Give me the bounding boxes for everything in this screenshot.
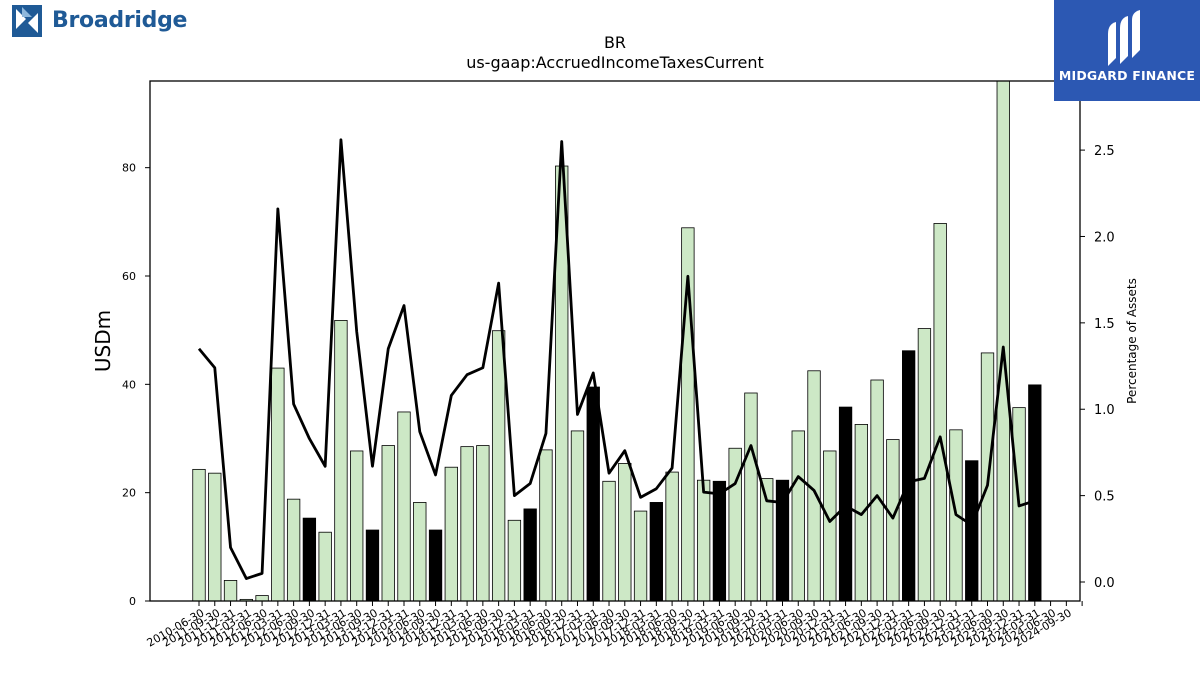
y2-tick-label: 1.5 (1094, 317, 1115, 332)
chart-subtitle: us-gaap:AccruedIncomeTaxesCurrent (466, 53, 764, 72)
bar (1028, 384, 1042, 601)
bar (665, 471, 679, 601)
y2-tick-label: 0.0 (1094, 576, 1115, 591)
y-tick-label: 80 (122, 162, 136, 175)
y2-axis: 0.0 0.5 1.0 1.5 2.0 2.5 (1080, 144, 1115, 591)
plot-frame (149, 80, 1081, 602)
bar (350, 450, 364, 601)
bar (286, 498, 301, 601)
bar (255, 595, 269, 601)
bar (933, 223, 947, 601)
bar (381, 445, 395, 601)
y2-axis-label: Percentage of Assets (1125, 278, 1139, 404)
bar (823, 450, 837, 601)
bar (744, 392, 758, 601)
bar (618, 463, 632, 601)
midgard-mark-icon (1108, 10, 1140, 66)
bar (523, 508, 537, 601)
broadridge-mark-icon (12, 5, 42, 37)
bar (239, 598, 253, 601)
bar (476, 445, 490, 601)
bar (334, 320, 348, 601)
y2-tick-label: 2.0 (1094, 230, 1115, 245)
y-tick-label: 20 (122, 487, 136, 500)
bar (428, 529, 443, 601)
bar (318, 531, 332, 601)
midgard-finance-logo: MIDGARD FINANCE (1054, 0, 1200, 101)
bar (602, 480, 616, 601)
y2-tick-label: 1.0 (1094, 403, 1115, 418)
bar (444, 466, 458, 601)
bar (539, 449, 553, 601)
bar (902, 350, 916, 601)
bar (302, 517, 317, 601)
y2-tick-label: 0.5 (1094, 490, 1115, 505)
y-axis: 0 20 40 60 80 (122, 162, 150, 608)
y2-tick-label: 2.5 (1094, 144, 1115, 159)
bar (965, 460, 979, 601)
bar (397, 411, 411, 601)
broadridge-logo-text: Broadridge (52, 8, 188, 33)
bar (775, 479, 790, 601)
bar (570, 430, 585, 601)
line-layer (197, 138, 1036, 580)
x-axis: 2010-06-302011-09-302011-12-312011-03-31… (145, 601, 1083, 650)
midgard-logo-text: MIDGARD FINANCE (1058, 68, 1196, 83)
y-tick-label: 60 (122, 270, 136, 283)
chart-title: BR (604, 33, 626, 52)
bar (696, 479, 711, 601)
bar (996, 81, 1010, 601)
bar (460, 446, 474, 601)
bar (271, 367, 285, 601)
bar (365, 529, 380, 601)
bar (633, 510, 648, 601)
bar (838, 406, 853, 601)
bar (413, 502, 427, 601)
ratio-line (197, 138, 1036, 580)
bar (649, 502, 663, 601)
bar (870, 379, 884, 601)
bar (712, 480, 727, 601)
broadridge-logo: Broadridge (12, 5, 187, 41)
bar (886, 439, 900, 601)
y-tick-label: 40 (122, 378, 136, 391)
bar (491, 330, 506, 601)
y-axis-label: USDm (91, 310, 115, 372)
bar (223, 580, 238, 601)
bar (208, 472, 222, 601)
bar (586, 386, 600, 601)
bars-layer (192, 81, 1042, 601)
bar (192, 468, 206, 601)
bar (791, 430, 805, 601)
y-tick-label: 0 (129, 595, 136, 608)
bar (507, 519, 522, 601)
